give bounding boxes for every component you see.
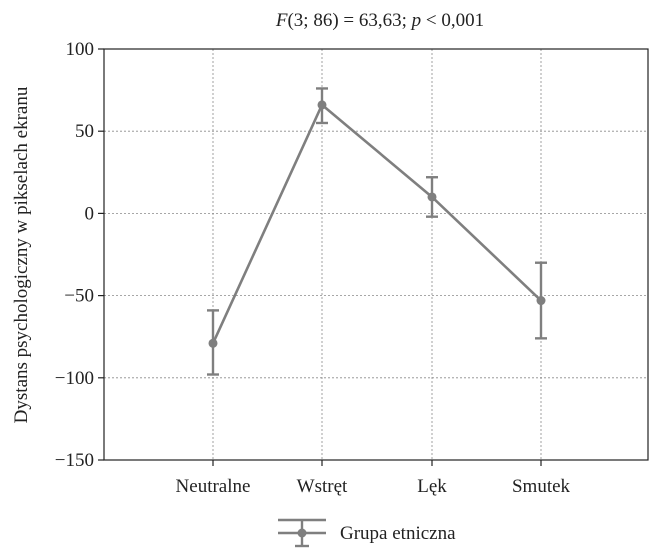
plot-frame bbox=[103, 48, 649, 461]
legend-label: Grupa etniczna bbox=[340, 523, 456, 544]
legend-marker bbox=[297, 528, 307, 538]
title-f-args: (3; 86) = 63,63; bbox=[287, 10, 411, 31]
y-tick-label: −50 bbox=[64, 286, 94, 307]
legend: Grupa etniczna bbox=[278, 518, 456, 548]
data-point bbox=[427, 192, 437, 202]
y-tick-label: 0 bbox=[85, 203, 95, 224]
x-tick-label: Wstręt bbox=[297, 476, 348, 497]
x-tick-label: Neutralne bbox=[176, 476, 251, 497]
grid-layer bbox=[104, 49, 648, 460]
y-tick-label: 100 bbox=[66, 39, 95, 60]
data-point bbox=[317, 100, 327, 110]
y-tick-label: −100 bbox=[55, 368, 94, 389]
data-point bbox=[536, 296, 546, 306]
x-tick-label: Lęk bbox=[417, 476, 447, 497]
title-p-rest: < 0,001 bbox=[421, 10, 484, 31]
y-tick-label: −150 bbox=[55, 450, 94, 471]
series-line bbox=[211, 102, 542, 344]
title-f-symbol: F bbox=[275, 10, 288, 31]
series-layer bbox=[207, 87, 547, 376]
axis-layer: 100 50 0 −50 −100 −150 Neutralne Wstręt Lęk Smute… bbox=[55, 39, 571, 497]
y-tick-label: 50 bbox=[75, 121, 94, 142]
x-tick-label: Smutek bbox=[512, 476, 571, 497]
legend-symbol bbox=[278, 518, 326, 548]
y-axis-label: Dystans psychologiczny w pikselach ekran… bbox=[11, 86, 32, 423]
chart-title: F(3; 86) = 63,63; p < 0,001 bbox=[275, 10, 484, 31]
title-p-symbol: p bbox=[410, 10, 422, 31]
data-point bbox=[208, 338, 218, 348]
